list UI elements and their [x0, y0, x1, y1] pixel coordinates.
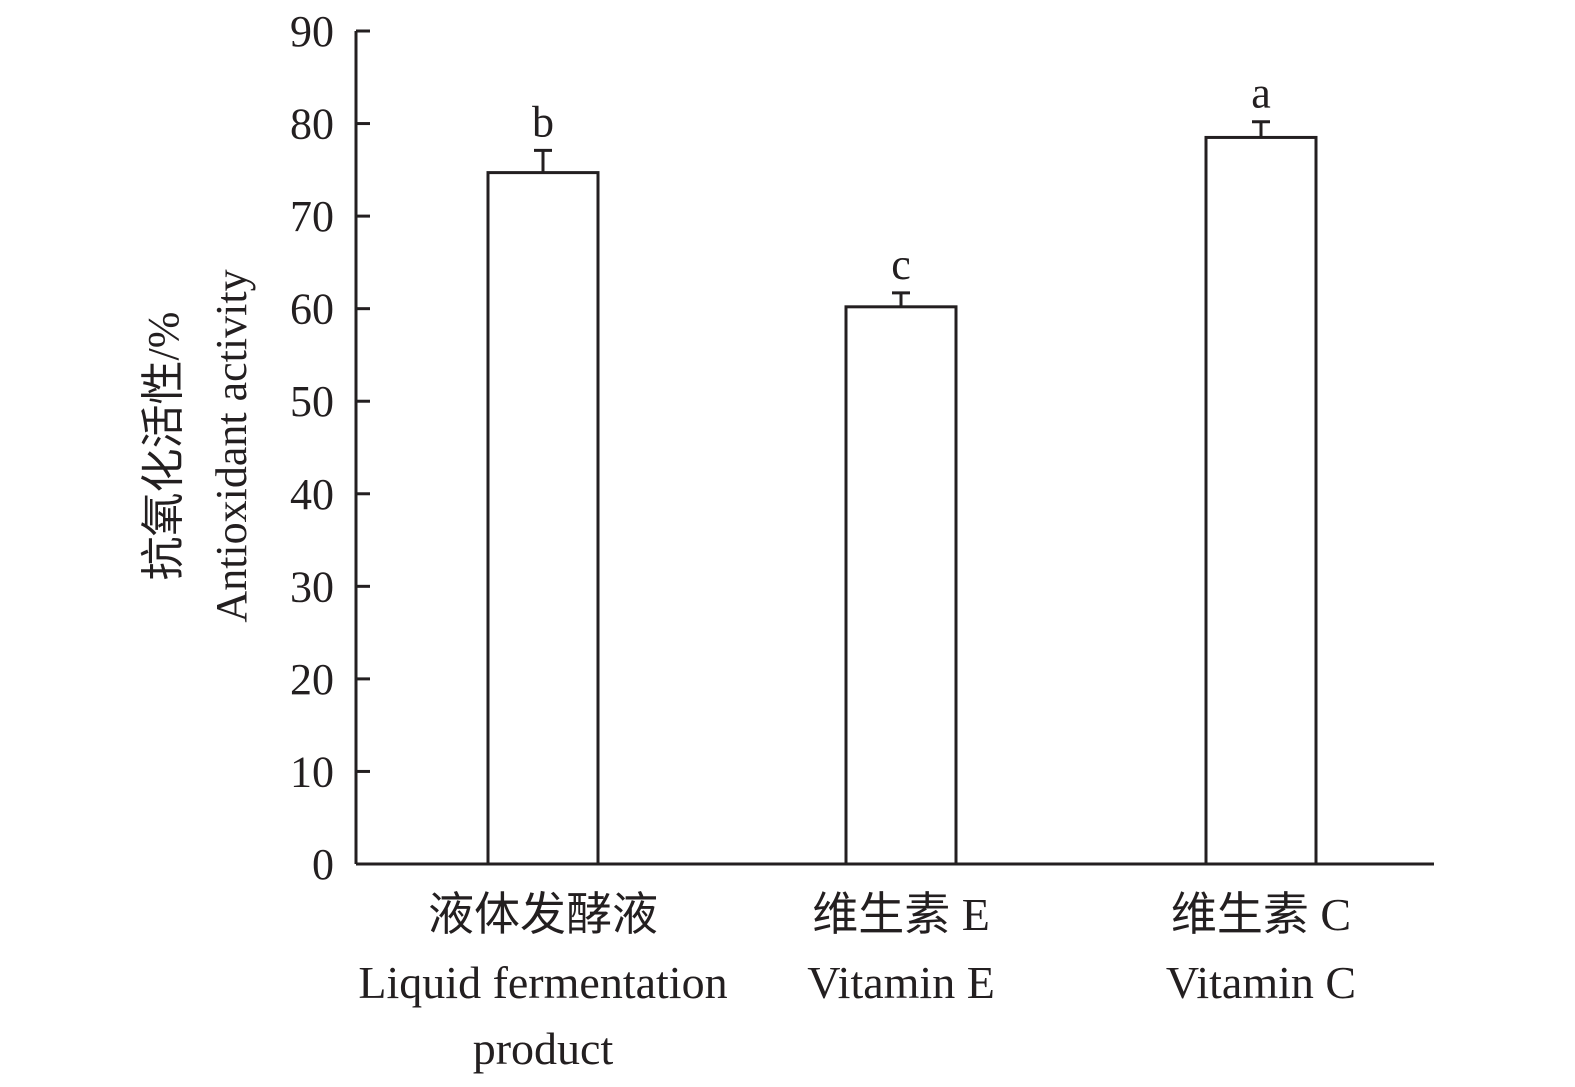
- y-tick-label: 50: [290, 377, 334, 426]
- significance-letter: a: [1251, 69, 1271, 118]
- x-category-label-en: product: [473, 1023, 614, 1074]
- x-category-label-zh: 液体发酵液: [428, 889, 658, 940]
- y-axis-title: 抗氧化活性/% Antioxidant activity: [139, 269, 256, 622]
- y-tick-label: 60: [290, 285, 334, 334]
- y-tick-labels: 0 10 20 30 40 50 60 70 80 90: [290, 7, 334, 889]
- y-axis-title-zh: 抗氧化活性/%: [139, 312, 188, 581]
- bar: [1204, 135, 1318, 866]
- x-category-label-en: Liquid fermentation: [358, 957, 727, 1008]
- y-tick-label: 20: [290, 655, 334, 704]
- significance-letter: b: [532, 97, 554, 146]
- x-category-label-zh: 维生素 C: [1171, 889, 1351, 940]
- y-tick-label: 80: [290, 100, 334, 149]
- y-tick-label: 0: [312, 840, 334, 889]
- y-tick-label: 90: [290, 7, 334, 56]
- y-axis-title-en: Antioxidant activity: [207, 269, 256, 622]
- x-category-label-en: Vitamin C: [1166, 957, 1356, 1008]
- significance-letter: c: [891, 240, 911, 289]
- bar: [486, 171, 600, 866]
- error-bars: [534, 120, 1270, 307]
- y-tick-label: 10: [290, 747, 334, 796]
- x-category-label-zh: 维生素 E: [812, 889, 990, 940]
- bar: [844, 305, 958, 866]
- x-category-label-en: Vitamin E: [807, 957, 995, 1008]
- y-tick-label: 30: [290, 562, 334, 611]
- significance-labels: b c a: [532, 69, 1271, 289]
- y-tick-label: 70: [290, 192, 334, 241]
- y-tick-label: 40: [290, 470, 334, 519]
- bars: [486, 135, 1318, 866]
- x-category-labels: 液体发酵液 Liquid fermentation product 维生素 E Vita…: [358, 889, 1356, 1074]
